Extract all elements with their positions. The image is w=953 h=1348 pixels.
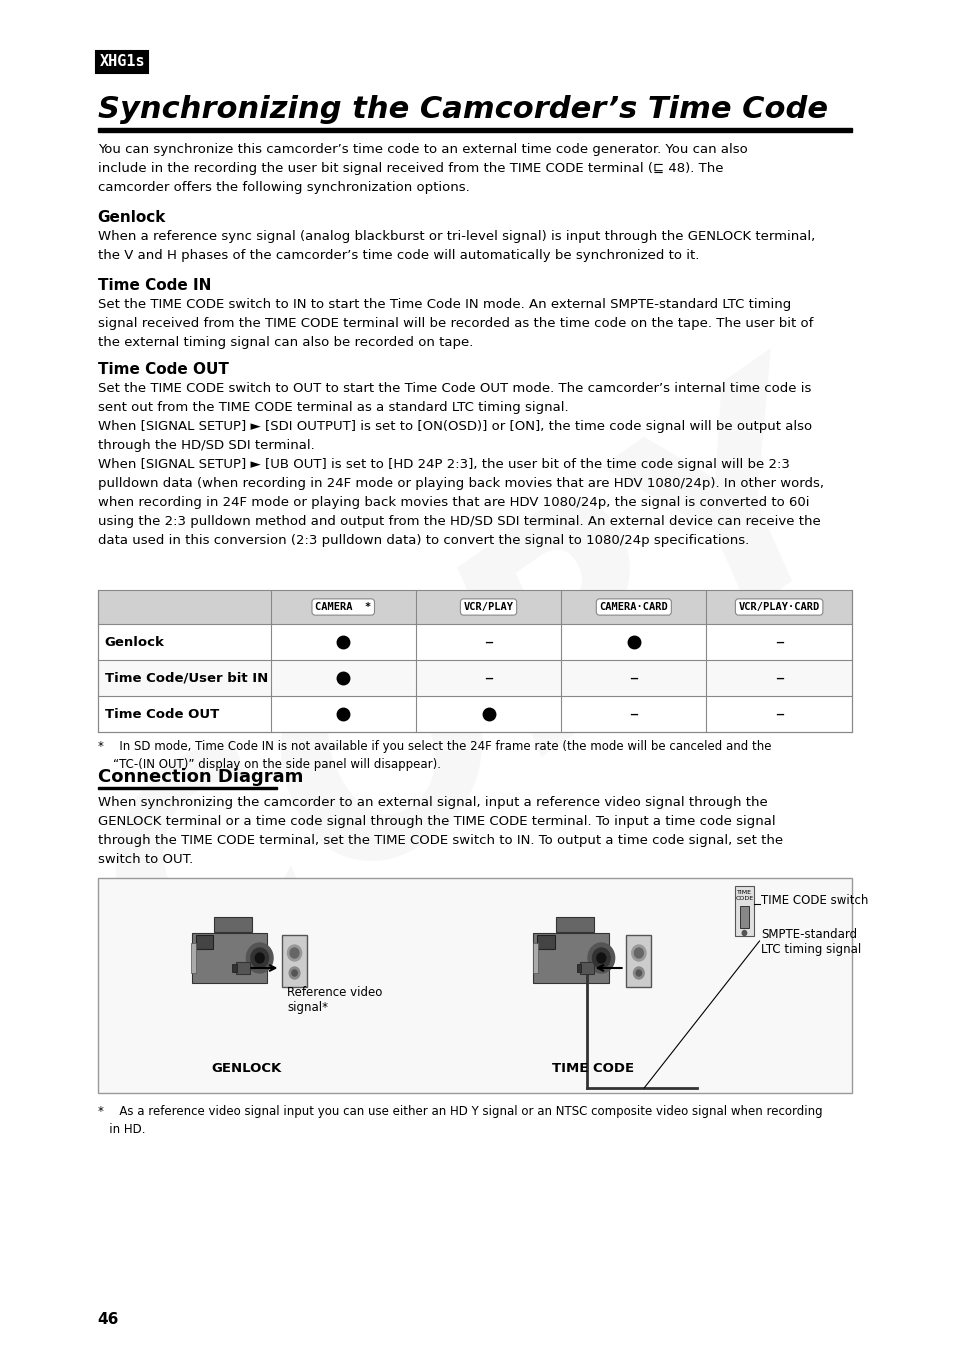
- Circle shape: [634, 948, 642, 958]
- Text: –: –: [774, 669, 782, 687]
- Circle shape: [597, 953, 605, 962]
- Text: When [SIGNAL SETUP] ► [UB OUT] is set to [HD 24P 2:3], the user bit of the time : When [SIGNAL SETUP] ► [UB OUT] is set to…: [97, 458, 822, 547]
- Text: Reference video
signal*: Reference video signal*: [287, 985, 382, 1014]
- Bar: [537, 936, 555, 949]
- Bar: [214, 917, 252, 931]
- Bar: [734, 886, 754, 936]
- Bar: [97, 787, 276, 789]
- Text: Connection Diagram: Connection Diagram: [97, 768, 303, 786]
- Text: 46: 46: [97, 1312, 119, 1326]
- Circle shape: [587, 944, 614, 973]
- Text: GENLOCK: GENLOCK: [212, 1062, 281, 1074]
- Circle shape: [636, 971, 640, 976]
- Text: –: –: [483, 669, 493, 687]
- Text: When synchronizing the camcorder to an external signal, input a reference video : When synchronizing the camcorder to an e…: [97, 797, 781, 865]
- Circle shape: [255, 953, 264, 962]
- Bar: [233, 964, 236, 972]
- Bar: [282, 936, 307, 987]
- Text: –: –: [629, 669, 638, 687]
- Text: When a reference sync signal (analog blackburst or tri-level signal) is input th: When a reference sync signal (analog bla…: [97, 231, 814, 262]
- Bar: [97, 624, 851, 661]
- Text: VCR/PLAY: VCR/PLAY: [463, 603, 513, 612]
- Bar: [97, 661, 851, 696]
- Text: *  As a reference video signal input you can use either an HD Y signal or an NTS: * As a reference video signal input you …: [97, 1105, 821, 1136]
- Text: Time Code OUT: Time Code OUT: [105, 708, 218, 720]
- Circle shape: [631, 945, 645, 961]
- Bar: [97, 878, 851, 1093]
- Text: *  In SD mode, Time Code IN is not available if you select the 24F frame rate (t: * In SD mode, Time Code IN is not availa…: [97, 740, 770, 771]
- Text: Synchronizing the Camcorder’s Time Code: Synchronizing the Camcorder’s Time Code: [97, 94, 826, 124]
- Circle shape: [251, 948, 269, 968]
- Bar: [191, 944, 196, 973]
- Circle shape: [287, 945, 301, 961]
- Circle shape: [741, 930, 746, 936]
- Text: –: –: [774, 634, 782, 651]
- Text: Genlock: Genlock: [97, 210, 166, 225]
- Bar: [97, 696, 851, 732]
- Text: –: –: [629, 705, 638, 723]
- Bar: [235, 962, 250, 975]
- Text: Time Code/User bit IN: Time Code/User bit IN: [105, 671, 268, 685]
- Bar: [192, 933, 267, 983]
- Text: –: –: [483, 634, 493, 651]
- Text: CAMERA·CARD: CAMERA·CARD: [598, 603, 667, 612]
- Text: Genlock: Genlock: [105, 635, 164, 648]
- Text: TIME CODE switch: TIME CODE switch: [760, 894, 868, 907]
- Bar: [195, 936, 213, 949]
- Circle shape: [290, 948, 298, 958]
- Bar: [579, 962, 594, 975]
- Text: COPY: COPY: [54, 348, 900, 1053]
- Circle shape: [292, 971, 297, 976]
- Text: SMPTE-standard
LTC timing signal: SMPTE-standard LTC timing signal: [760, 927, 861, 956]
- Text: Set the TIME CODE switch to OUT to start the Time Code OUT mode. The camcorder’s: Set the TIME CODE switch to OUT to start…: [97, 381, 810, 414]
- Circle shape: [592, 948, 610, 968]
- Bar: [532, 944, 537, 973]
- Text: CAMERA  *: CAMERA *: [314, 603, 371, 612]
- Text: TIME CODE: TIME CODE: [551, 1062, 633, 1074]
- Bar: [97, 590, 851, 624]
- Text: Time Code OUT: Time Code OUT: [97, 363, 228, 377]
- Text: TIME
CODE: TIME CODE: [735, 890, 753, 900]
- Bar: [740, 906, 748, 927]
- Text: When [SIGNAL SETUP] ► [SDI OUTPUT] is set to [ON(OSD)] or [ON], the time code si: When [SIGNAL SETUP] ► [SDI OUTPUT] is se…: [97, 421, 811, 452]
- Bar: [97, 128, 851, 132]
- Text: Set the TIME CODE switch to IN to start the Time Code IN mode. An external SMPTE: Set the TIME CODE switch to IN to start …: [97, 298, 812, 349]
- Bar: [533, 933, 608, 983]
- Text: Time Code IN: Time Code IN: [97, 278, 211, 293]
- Text: XHG1s: XHG1s: [99, 54, 145, 70]
- Text: –: –: [774, 705, 782, 723]
- Text: You can synchronize this camcorder’s time code to an external time code generato: You can synchronize this camcorder’s tim…: [97, 143, 746, 194]
- Circle shape: [633, 967, 643, 979]
- Circle shape: [289, 967, 299, 979]
- Bar: [556, 917, 593, 931]
- Bar: [97, 590, 851, 732]
- Bar: [626, 936, 651, 987]
- Circle shape: [246, 944, 273, 973]
- Text: VCR/PLAY·CARD: VCR/PLAY·CARD: [738, 603, 819, 612]
- Bar: [577, 964, 580, 972]
